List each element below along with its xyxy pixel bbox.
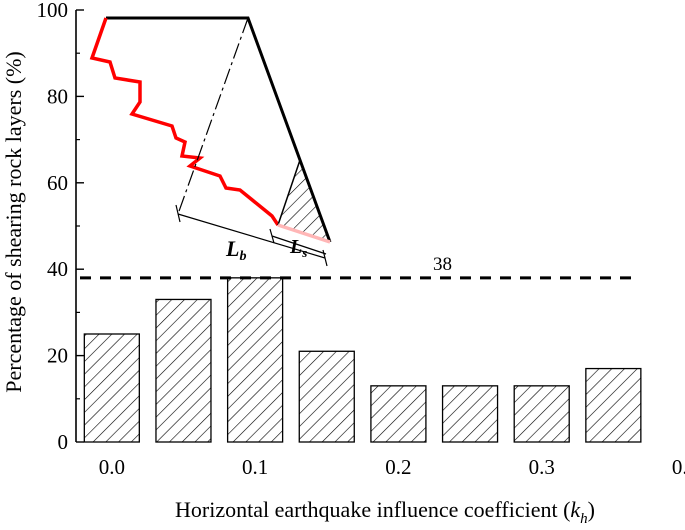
x-axis-title: Horizontal earthquake influence coeffici…: [175, 497, 595, 527]
bar-rect: [298, 350, 355, 443]
slip-surface-line: [89, 17, 280, 226]
reference-line-label: 38: [433, 254, 452, 275]
bar-0: [83, 333, 140, 443]
bar-rect: [513, 385, 570, 443]
x-axis-title-text: Horizontal earthquake influence coeffici…: [175, 497, 570, 522]
bar-6: [513, 385, 570, 443]
bar-rect: [155, 298, 212, 443]
x-tick-label: 0.0: [99, 455, 125, 479]
bar-7: [585, 367, 642, 443]
bar-2: [226, 277, 284, 443]
x-axis-title-var: k: [570, 497, 581, 522]
ls-label-sub: s: [301, 245, 307, 260]
y-tick-label: 80: [47, 84, 68, 108]
lb-label-main: L: [225, 236, 239, 261]
slope-diagram: Lb Ls: [89, 16, 332, 267]
lb-label-sub: b: [239, 249, 246, 264]
shear-zone-top-edge: [277, 159, 301, 226]
axes: 0 20 40 60 80 100 0.0 0.1 0.2 0.3 0.4: [37, 0, 685, 479]
x-axis-title-close: ): [588, 497, 595, 522]
bars-layer: [83, 277, 642, 443]
lb-dimension-tick-left: [175, 204, 181, 223]
shear-zone-hatched: [278, 160, 330, 242]
x-axis-title-sub: h: [580, 511, 588, 527]
dashdot-projection-line: [177, 17, 249, 215]
lb-dimension-line: [177, 213, 326, 259]
ls-label-main: L: [289, 236, 302, 258]
bar-4: [370, 385, 427, 443]
bar-rect: [226, 277, 284, 443]
x-tick-label: 0.2: [385, 455, 411, 479]
x-tick-label: 0.3: [529, 455, 555, 479]
bar-rect: [441, 385, 499, 443]
bar-rect: [585, 367, 642, 443]
ls-dimension-line: [271, 235, 327, 255]
x-tick-label: 0.1: [242, 455, 268, 479]
bar-1: [155, 298, 212, 443]
bar-rect: [370, 385, 427, 443]
ls-label: Ls: [289, 236, 307, 260]
y-axis-title: Percentage of shearing rock layers (%): [1, 51, 26, 392]
bar-rect: [83, 333, 140, 443]
bar-3: [298, 350, 355, 443]
y-tick-label: 100: [37, 0, 69, 22]
shear-zone-base-highlight: [277, 223, 331, 244]
lb-label: Lb: [225, 236, 246, 264]
y-tick-label: 0: [58, 430, 69, 454]
bar-5: [441, 385, 499, 443]
y-tick-label: 40: [47, 257, 68, 281]
ls-dimension-tick-left: [269, 228, 275, 244]
y-tick-label: 20: [47, 344, 68, 368]
y-tick-label: 60: [47, 171, 68, 195]
x-tick-label: 0.4: [672, 455, 685, 479]
